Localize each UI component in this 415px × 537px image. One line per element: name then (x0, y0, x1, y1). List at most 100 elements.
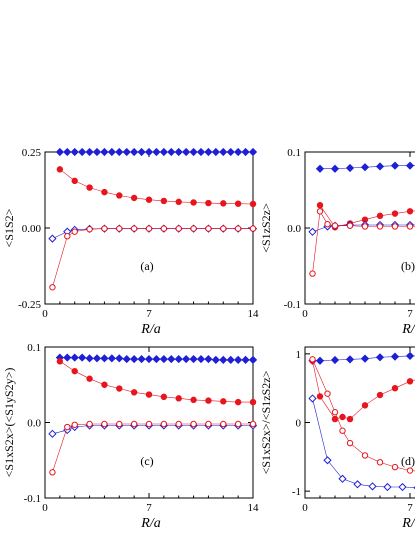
data-point-filled-circle (361, 402, 369, 409)
x-tick-label: 7 (407, 502, 413, 514)
data-point-filled-circle (391, 384, 399, 392)
y-tick-label: 0 (296, 418, 302, 430)
data-point-filled-circle (190, 199, 197, 206)
data-point-filled-circle (205, 397, 212, 404)
data-point-open-diamond (383, 482, 392, 492)
data-point-filled-diamond (204, 148, 213, 157)
data-point-filled-diamond (248, 355, 257, 364)
data-point-filled-diamond (360, 354, 370, 363)
data-point-open-circle (190, 225, 197, 232)
data-point-filled-diamond (226, 355, 235, 364)
y-tick-label: 0.00 (22, 223, 42, 235)
x-tick-label: 0 (42, 308, 48, 320)
data-point-filled-circle (130, 389, 138, 396)
data-point-open-circle (175, 225, 182, 232)
x-axis-label: R/a (140, 516, 160, 531)
data-point-open-circle (324, 390, 331, 397)
panel-label: (a) (140, 259, 153, 273)
data-point-filled-diamond (159, 148, 168, 157)
data-point-filled-circle (160, 197, 168, 205)
data-point-filled-diamond (241, 355, 250, 364)
data-point-filled-diamond (100, 354, 109, 363)
data-point-filled-diamond (115, 354, 124, 363)
series-group (48, 148, 257, 291)
data-point-open-circle (145, 225, 153, 232)
data-point-filled-diamond (375, 353, 385, 362)
data-point-filled-diamond (375, 162, 385, 171)
data-point-filled-circle (56, 166, 64, 173)
data-point-open-circle (220, 420, 227, 428)
data-point-filled-circle (101, 381, 108, 388)
plot-frame (304, 346, 415, 499)
x-tick-label: 0 (302, 502, 308, 514)
data-point-open-circle (175, 420, 182, 428)
y-axis-label: <S1xS2x>/<S1zS2z> (259, 370, 273, 474)
data-point-filled-diamond (345, 355, 355, 364)
data-point-filled-diamond (152, 354, 161, 364)
data-point-filled-diamond (241, 148, 250, 157)
data-point-open-circle (309, 270, 316, 277)
data-point-filled-diamond (196, 354, 206, 364)
data-point-filled-diamond (330, 164, 340, 173)
data-point-filled-diamond (100, 148, 109, 157)
data-point-filled-circle (220, 398, 227, 405)
data-point-open-circle (116, 225, 123, 232)
data-point-filled-diamond (174, 148, 183, 157)
data-point-filled-circle (376, 391, 384, 399)
data-point-open-diamond (353, 480, 362, 489)
data-point-filled-circle (71, 177, 78, 185)
data-point-open-circle (249, 225, 257, 232)
data-point-filled-diamond (55, 148, 64, 157)
data-point-open-diamond (338, 474, 347, 483)
x-tick-label: 14 (248, 308, 260, 320)
data-point-open-circle (316, 208, 324, 215)
y-tick-label: 0.1 (287, 147, 301, 159)
data-point-open-circle (339, 427, 346, 434)
data-point-filled-diamond (122, 354, 131, 364)
x-tick-label: 0 (42, 502, 48, 514)
data-point-open-circle (49, 284, 56, 291)
data-point-open-circle (190, 420, 197, 428)
chart-panel-3: 0 7 14 0.1 0.0 -0.1 R/a (c) <S1xS2x>(<S1yS2y>) (2, 342, 259, 531)
series-line-4 (312, 210, 415, 274)
y-axis-label: <S1zS2z> (259, 203, 273, 253)
data-point-filled-circle (339, 413, 346, 421)
data-point-open-circle (205, 420, 212, 428)
data-point-filled-diamond (315, 356, 325, 365)
data-point-open-circle (101, 225, 108, 232)
data-point-filled-circle (234, 200, 242, 207)
data-point-filled-circle (116, 192, 123, 199)
data-point-filled-diamond (92, 354, 102, 363)
y-axis-label: <S1S2> (2, 208, 16, 247)
data-point-filled-diamond (63, 353, 72, 362)
data-point-open-circle (64, 233, 71, 240)
data-point-filled-circle (130, 194, 138, 202)
data-point-filled-diamond (345, 163, 355, 173)
data-point-filled-diamond (248, 148, 257, 157)
data-point-open-circle (86, 226, 93, 233)
data-point-filled-diamond (174, 354, 183, 364)
x-axis-label: R/a (401, 322, 415, 337)
data-point-open-circle (145, 420, 153, 428)
data-point-filled-circle (86, 375, 93, 382)
x-tick-label: 7 (146, 502, 152, 514)
y-tick-label: 0.0 (287, 223, 301, 235)
data-point-open-circle (130, 225, 138, 232)
data-point-filled-diamond (167, 148, 176, 157)
data-point-filled-diamond (167, 354, 176, 364)
data-point-filled-circle (249, 398, 257, 406)
data-point-filled-circle (249, 200, 257, 208)
data-point-filled-diamond (234, 355, 243, 364)
data-point-open-circle (361, 223, 369, 230)
data-point-filled-circle (71, 367, 78, 375)
data-point-open-diamond (323, 456, 332, 465)
data-point-filled-diamond (78, 353, 87, 362)
data-point-open-circle (406, 223, 414, 230)
data-point-filled-diamond (182, 148, 191, 157)
data-point-filled-diamond (78, 148, 87, 157)
data-point-filled-diamond (234, 148, 243, 157)
data-point-open-circle (160, 225, 168, 232)
data-point-filled-circle (86, 184, 93, 191)
